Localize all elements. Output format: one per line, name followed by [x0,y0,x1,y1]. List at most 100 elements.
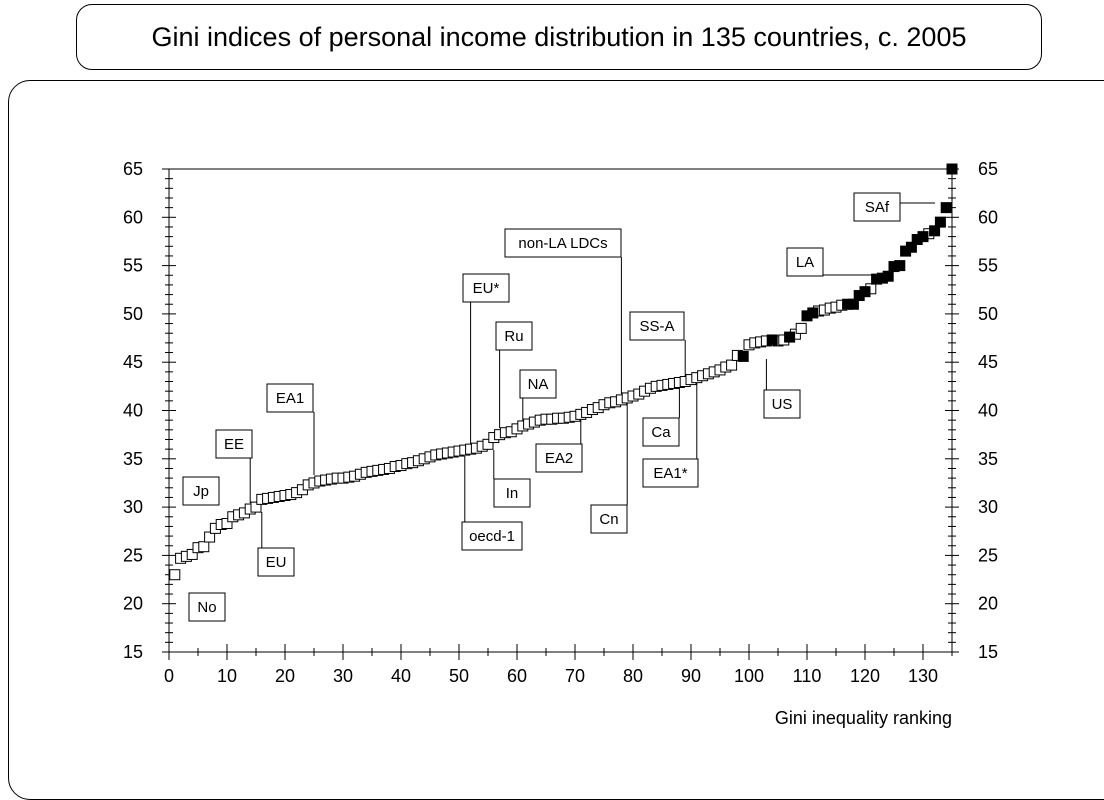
annotation: SS-A [629,311,686,379]
data-point-hollow [198,541,210,553]
data-point-filled [807,307,819,319]
annotation: SAf [853,192,935,222]
data-point-hollow [726,359,738,371]
annotation-label: EE [224,436,244,453]
y-tick-label-left: 45 [123,352,143,372]
annotation: Ru [495,321,533,428]
annotation-box [786,247,824,277]
annotation-label: SS-A [639,318,674,335]
annotation: In [493,450,531,508]
annotation-label: Cn [599,511,618,528]
annotation-label: non-LA LDCs [518,235,607,252]
data-point-filled [882,270,894,282]
annotation-box [188,592,226,622]
annotation-box [535,443,583,473]
y-tick-label-right: 60 [978,207,998,227]
annotation-box [590,504,628,534]
y-tick-label-left: 55 [123,256,143,276]
annotation: oecd-1 [461,456,523,551]
annotation-leader [822,262,877,276]
annotation-label: LA [796,254,814,271]
x-tick-label: 10 [217,666,237,686]
y-tick-label-right: 55 [978,256,998,276]
annotation-box [519,369,557,399]
annotation: EA2 [535,420,583,473]
data-point-hollow [250,501,262,513]
annotation-label: EA1* [653,465,687,482]
annotation-label: EU* [473,280,500,297]
x-tick-label: 90 [681,666,701,686]
data-point-filled [917,231,929,243]
annotation: EA1 [266,383,315,475]
annotation-label: EA1 [276,390,304,407]
annotation: EA1* [642,376,699,488]
annotation: LA [786,247,877,277]
annotation-label: oecd-1 [469,528,515,545]
annotation-box [629,311,685,341]
data-point-filled [847,298,859,310]
y-tick-label-right: 20 [978,594,998,614]
title-box: Gini indices of personal income distribu… [76,4,1042,70]
annotation-box [461,521,523,551]
annotation: EE [215,429,253,503]
data-point-hollow [795,322,807,334]
annotation-label: SAf [865,199,890,216]
chart-title: Gini indices of personal income distribu… [151,21,967,52]
y-tick-label-left: 30 [123,497,143,517]
x-tick-label: 40 [391,666,411,686]
y-tick-label-right: 40 [978,401,998,421]
annotation-box [257,547,295,577]
data-point-hollow [169,569,181,581]
y-tick-label-left: 25 [123,545,143,565]
y-tick-label-left: 60 [123,207,143,227]
x-tick-label: 60 [507,666,527,686]
y-tick-label-right: 65 [978,159,998,179]
annotation: EU [257,512,295,577]
y-tick-label-left: 15 [123,642,143,662]
annotation-box [642,458,699,488]
gini-chart: 15 15 20 20 25 25 30 30 35 35 40 40 45 45 50 50 55 55 60 60… [123,159,998,728]
data-point-filled [766,334,778,346]
data-point-filled [934,216,946,228]
y-tick-label-right: 50 [978,304,998,324]
data-point-hollow [204,531,216,543]
annotation-label: US [772,396,793,413]
annotation: EU* [462,273,510,447]
x-tick-label: 80 [623,666,643,686]
annotation-box [853,192,901,222]
x-tick-label: 130 [908,666,938,686]
annotation: Ca [642,379,680,447]
annotation: non-LA LDCs [504,228,622,394]
data-point-filled [946,163,958,175]
x-tick-label: 70 [565,666,585,686]
annotation-box [763,389,801,419]
annotation-label: EU [266,554,287,571]
x-tick-label: 110 [793,666,822,686]
annotation-box [215,429,253,459]
data-point-filled [859,286,871,298]
annotations: Jp No EE EU EA1 oecd-1 EU* In Ru NA EA2 non-LA LDCs… [182,192,935,622]
y-tick-label-left: 40 [123,401,143,421]
data-point-hollow [482,438,494,450]
annotation-leader [899,202,935,221]
data-point-filled [894,260,906,272]
y-tick-label-right: 30 [978,497,998,517]
annotation-box [495,321,533,351]
annotation-box [493,478,531,508]
annotation: Cn [590,402,628,534]
data-point-hollow [221,518,233,530]
data-point-filled [737,350,749,362]
annotation-label: Ca [651,424,671,441]
y-tick-label-left: 20 [123,594,143,614]
x-tick-label: 120 [850,666,880,686]
y-tick-label-left: 65 [123,159,143,179]
annotation: US [763,359,801,419]
annotation-box [182,476,220,506]
annotation-label: Ru [504,328,523,345]
annotation-box [266,383,314,413]
y-tick-label-left: 50 [123,304,143,324]
annotation-label: EA2 [545,450,573,467]
annotation-box [504,228,622,258]
x-tick-label: 20 [275,666,295,686]
y-tick-label-right: 15 [978,642,998,662]
